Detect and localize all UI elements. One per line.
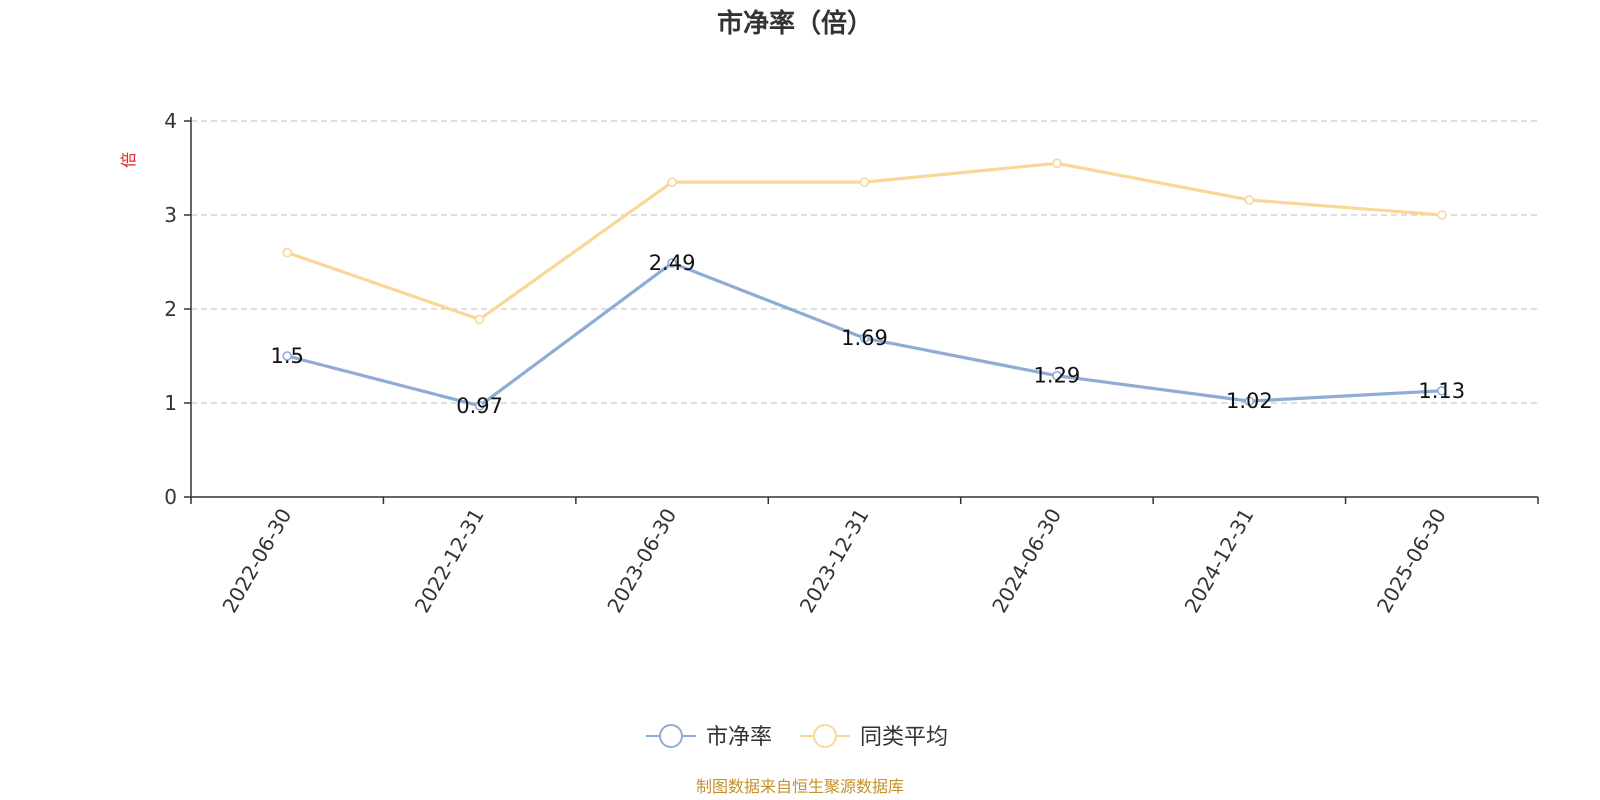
data-point-pb[interactable] (1436, 385, 1447, 396)
data-point-pb[interactable] (667, 258, 677, 268)
legend-marker-peer-average (813, 724, 837, 748)
grid-lines (191, 120, 1538, 404)
data-point-pb[interactable] (1244, 396, 1255, 406)
data-source-footer: 制图数据来自恒生聚源数据库 (696, 777, 904, 796)
legend-item-peer-average[interactable]: 同类平均 (800, 724, 948, 750)
legend-marker-pb (659, 724, 683, 748)
legend: 市净率 同类平均 (646, 724, 948, 750)
y-tick-label: 0 (164, 485, 177, 509)
data-point-pb[interactable] (474, 401, 485, 411)
axes (184, 117, 1539, 504)
x-tick-label: 2022-12-31 (410, 504, 489, 617)
x-tick-label: 2025-06-30 (1372, 504, 1451, 617)
y-tick-label: 2 (164, 297, 177, 321)
data-point-peer-average[interactable] (1052, 158, 1062, 169)
data-point-pb[interactable] (282, 351, 293, 361)
y-axis-unit: 倍 (119, 152, 138, 168)
x-tick-labels: 2022-06-30 2022-12-31 2023-06-30 2023-12-31… (217, 504, 1450, 617)
data-point-peer-average[interactable] (859, 177, 870, 187)
data-point-peer-average[interactable] (282, 247, 293, 258)
legend-label-peer-average: 同类平均 (860, 725, 948, 750)
y-tick-label: 4 (164, 109, 177, 133)
data-label-pb: 1.5 (271, 344, 304, 368)
legend-label-pb: 市净率 (706, 725, 772, 750)
x-tick-label: 2023-12-31 (795, 504, 874, 617)
y-tick-label: 3 (164, 203, 177, 227)
data-point-peer-average[interactable] (1244, 195, 1255, 205)
chart-title: 市净率（倍） (717, 8, 873, 39)
data-label-pb: 1.02 (1226, 389, 1273, 413)
legend-item-pb[interactable]: 市净率 (646, 724, 772, 750)
data-point-pb[interactable] (859, 333, 870, 343)
series-lines (282, 158, 1447, 411)
x-tick-label: 2024-06-30 (987, 504, 1066, 617)
data-point-pb[interactable] (1052, 370, 1062, 381)
data-point-peer-average[interactable] (1436, 210, 1447, 220)
data-labels: 1.5 0.97 2.49 1.69 1.29 1.02 1.13 (271, 251, 1466, 418)
data-point-peer-average[interactable] (667, 177, 677, 187)
data-label-pb: 1.69 (841, 326, 888, 350)
data-label-pb: 0.97 (456, 394, 503, 418)
x-tick-label: 2024-12-31 (1180, 504, 1259, 617)
x-tick-label: 2022-06-30 (217, 504, 296, 617)
data-label-pb: 1.29 (1034, 364, 1081, 388)
y-tick-labels: 0 1 2 3 4 (164, 109, 177, 509)
data-label-pb: 1.13 (1418, 379, 1465, 403)
x-tick-label: 2023-06-30 (602, 504, 681, 617)
y-tick-label: 1 (164, 391, 177, 415)
data-label-pb: 2.49 (649, 251, 696, 275)
data-point-peer-average[interactable] (474, 314, 485, 325)
